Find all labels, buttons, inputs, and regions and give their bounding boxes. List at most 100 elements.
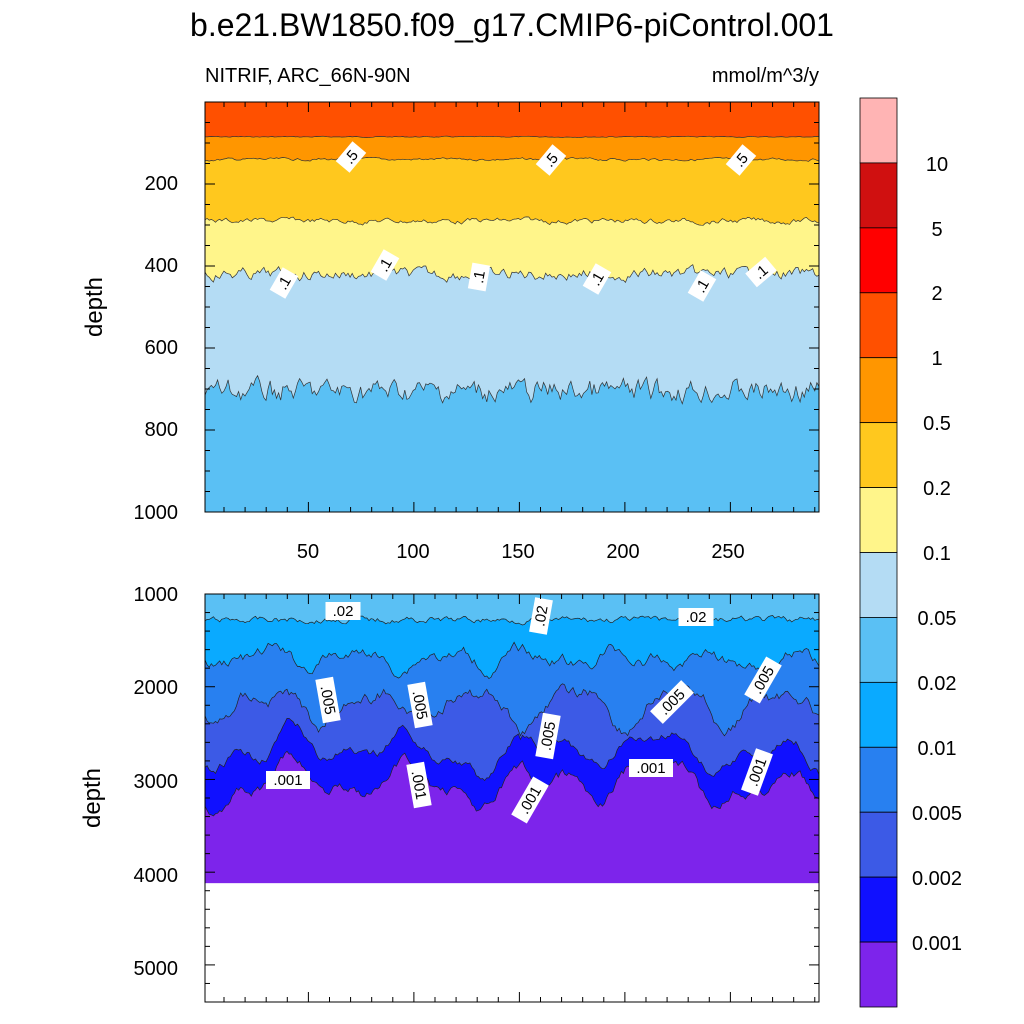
- lower-ytick-label: 4000: [134, 865, 179, 887]
- colorbar-box: [859, 876, 898, 943]
- lower-contour-label-text: .02: [531, 604, 551, 627]
- lower-contour-label-text: .005: [538, 720, 560, 752]
- lower-ylabel: depth: [79, 768, 106, 828]
- colorbar-level-label: 0.5: [923, 413, 951, 435]
- upper-contour-label: .1: [269, 267, 299, 299]
- lower-contour-label: .02: [325, 602, 361, 620]
- upper-ylabel: depth: [81, 277, 108, 337]
- upper-contour-label-bg: [335, 141, 367, 173]
- upper-ytick-label: 200: [145, 173, 178, 195]
- colorbar-box: [859, 617, 898, 683]
- lower-contour-line: [204, 641, 820, 679]
- upper-contour-line: [204, 264, 820, 284]
- lower-contour-label-bg: [535, 712, 561, 760]
- lower-contour-label: .001: [266, 771, 310, 789]
- colorbar-level-label: 2: [931, 283, 942, 305]
- lower-contour-label-bg: [315, 676, 341, 724]
- lower-contour-label: .02: [678, 608, 714, 626]
- lower-contour-label-text: .02: [686, 609, 707, 626]
- lower-contour-label-bg: [325, 602, 361, 620]
- lower-contour-label-bg: [678, 608, 714, 626]
- lower-contour-label-bg: [629, 759, 673, 777]
- colorbar-level-label: 0.002: [912, 868, 962, 890]
- upper-contour-label-bg: [269, 267, 299, 299]
- colorbar-level-label: 0.02: [918, 673, 957, 695]
- lower-contour-label-bg: [266, 771, 310, 789]
- lower-contour-label: .005: [315, 676, 341, 724]
- colorbar-level-label: 0.2: [923, 478, 951, 500]
- colorbar-level-label: 0.01: [918, 738, 957, 760]
- chart-title: b.e21.BW1850.f09_g17.CMIP6-piControl.001: [190, 7, 834, 43]
- colorbar-boxes: [859, 97, 898, 1008]
- colorbar-box: [859, 422, 898, 488]
- colorbar-box: [859, 746, 898, 813]
- colorbar-box: [859, 162, 898, 229]
- colorbar-box: [859, 941, 898, 1008]
- lower-contour-label: .02: [529, 597, 553, 635]
- colorbar-box: [859, 552, 898, 618]
- upper-contour-label: .1: [745, 256, 777, 288]
- upper-contour-label: .1: [370, 249, 400, 281]
- upper-contour-label-bg: [467, 262, 491, 292]
- lower-contour-label-bg: [529, 597, 553, 635]
- upper-contour-label: .1: [582, 263, 612, 295]
- lower-contour-label-bg: [744, 656, 782, 704]
- upper-contour-label-bg: [582, 263, 612, 295]
- subtitle-units: mmol/m^3/y: [712, 65, 819, 87]
- lower-contour-label: .005: [535, 712, 561, 760]
- lower-contour-label-bg: [407, 681, 433, 729]
- upper-contour-label-bg: [745, 256, 777, 288]
- colorbar-box: [859, 227, 898, 294]
- upper-contour-fills: [205, 102, 819, 512]
- colorbar-level-label: 1: [931, 348, 942, 370]
- upper-xtick-label: 200: [606, 541, 639, 563]
- lower-ytick-label: 5000: [134, 958, 179, 980]
- lower-contour-band: [205, 615, 819, 679]
- upper-contour-line: [204, 135, 820, 138]
- lower-contour-line: [204, 615, 820, 626]
- colorbar-level-label: 0.1: [923, 543, 951, 565]
- lower-contour-label-bg: [650, 680, 694, 724]
- lower-contour-labels: .02.02.02.005.005.005.005.005.001.001.00…: [266, 597, 782, 824]
- upper-ytick-label: 800: [145, 419, 178, 441]
- colorbar-box: [859, 97, 898, 164]
- upper-contour-label: .1: [467, 262, 491, 292]
- lower-contour-line: [204, 717, 820, 782]
- lower-ytick-label: 1000: [134, 584, 179, 606]
- upper-xtick-label: 150: [501, 541, 534, 563]
- upper-contour-band: [205, 102, 819, 138]
- colorbar-level-label: 0.05: [918, 608, 957, 630]
- colorbar-box: [859, 811, 898, 878]
- upper-ytick-label: 400: [145, 255, 178, 277]
- lower-contour-label-text: .005: [409, 689, 431, 721]
- colorbar-box: [859, 681, 898, 748]
- upper-contour-label-bg: [370, 249, 400, 281]
- colorbar-level-label: 5: [931, 219, 942, 241]
- lower-contour-band: [205, 718, 819, 816]
- upper-xtick-label: 50: [297, 541, 319, 563]
- lower-contour-line: [204, 683, 820, 737]
- lower-panel: .02.02.02.005.005.005.005.005.001.001.00…: [79, 584, 820, 1003]
- upper-contour-band: [205, 264, 819, 404]
- lower-contour-label-bg: [511, 776, 549, 824]
- upper-contour-band: [205, 157, 819, 226]
- lower-ytick-label: 2000: [134, 677, 179, 699]
- colorbar-level-label: 0.005: [912, 803, 962, 825]
- lower-missing-region: [205, 883, 819, 1002]
- upper-panel: .5.5.5.1.1.1.1.1.1 200 400 600 800 1000 …: [81, 101, 820, 563]
- upper-ytick-label: 600: [145, 337, 178, 359]
- upper-contour-label: .5: [335, 141, 367, 173]
- upper-contour-line: [204, 156, 820, 162]
- upper-contour-band: [205, 216, 819, 283]
- colorbar-level-label: 10: [926, 154, 948, 176]
- colorbar-box: [859, 357, 898, 424]
- colorbar: 10 5 2 1 0.5 0.2 0.1 0.05 0.02 0.01 0.00…: [859, 97, 962, 1008]
- lower-contour-band: [205, 594, 819, 625]
- lower-ytick-label: 3000: [134, 771, 179, 793]
- lower-contour-label: .001: [406, 761, 432, 809]
- upper-xtick-label: 250: [711, 541, 744, 563]
- upper-contour-labels: .5 .5 .5 .1 .1 .1 .1 .1 .1: [269, 141, 777, 302]
- upper-axis-ticks: [205, 102, 819, 513]
- lower-contour-label-text: .02: [333, 603, 354, 620]
